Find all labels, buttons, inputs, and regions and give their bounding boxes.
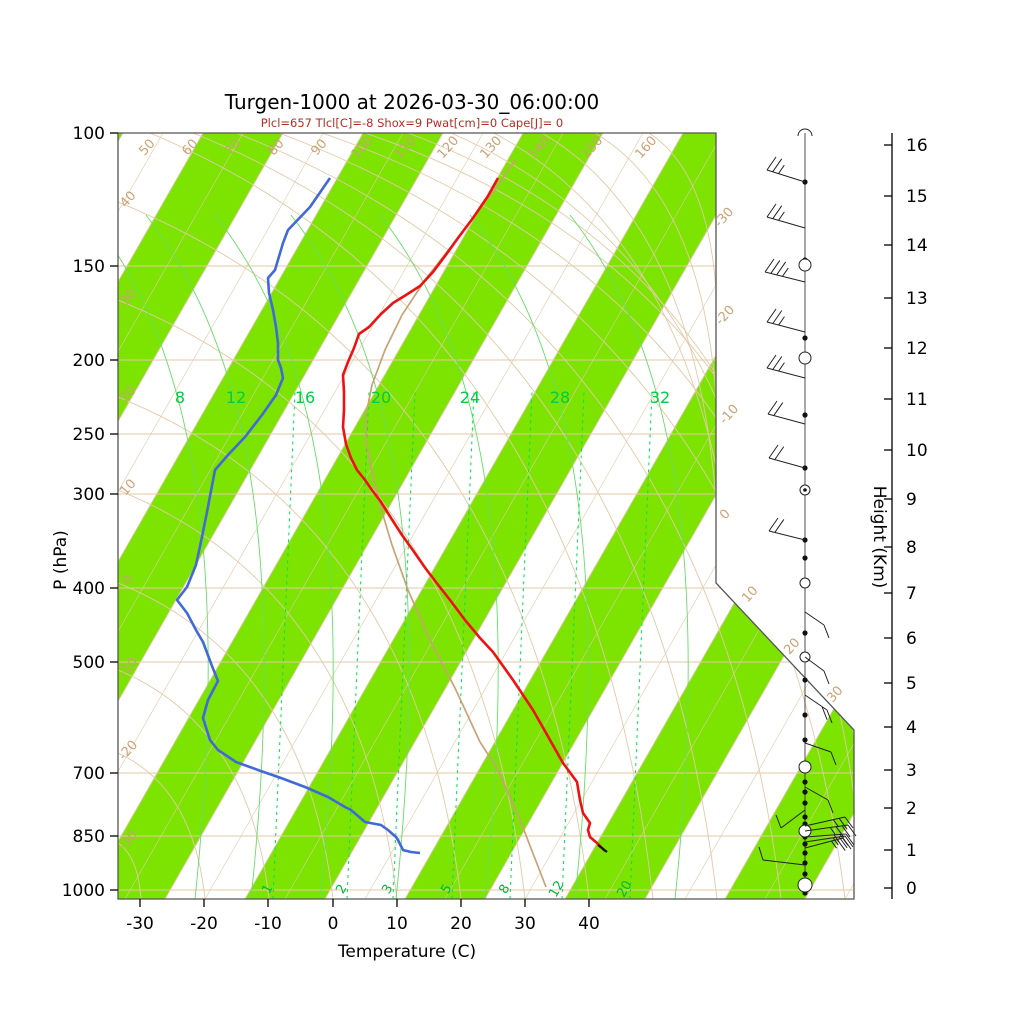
svg-text:13: 13 [906,289,928,309]
svg-text:400: 400 [73,579,105,599]
svg-text:15: 15 [906,187,928,207]
temperature-curve [341,177,606,852]
line-label: 10 [117,476,139,498]
svg-text:300: 300 [73,485,105,505]
svg-text:6: 6 [906,629,917,649]
svg-text:-20: -20 [190,914,218,934]
svg-text:150: 150 [73,257,105,277]
svg-text:0: 0 [328,914,339,934]
svg-text:200: 200 [73,351,105,371]
line-label: 0 [717,507,734,523]
line-label: 32 [650,388,670,407]
mixing-ratio-lines [272,391,653,899]
svg-text:7: 7 [906,584,917,604]
svg-text:P (hPa): P (hPa) [51,530,71,590]
svg-text:11: 11 [906,390,928,410]
line-label: 20 [371,388,391,407]
svg-text:9: 9 [906,490,917,510]
line-label: 8 [175,388,185,407]
svg-text:5: 5 [906,674,917,694]
svg-text:1: 1 [906,841,917,861]
line-label: -10 [717,402,742,428]
svg-text:250: 250 [73,425,105,445]
sounding-indices-subtitle: Plcl=657 Tlcl[C]=-8 Shox=9 Pwat[cm]=0 Ca… [260,116,564,130]
line-label: 90 [308,136,330,158]
plot-frame [117,132,855,900]
svg-text:10: 10 [906,441,928,461]
svg-text:40: 40 [578,914,600,934]
line-label: 12 [546,878,567,900]
svg-text:Temperature (C): Temperature (C) [337,942,476,962]
svg-text:850: 850 [73,827,105,847]
staff-top-marker [797,128,813,137]
line-label: 24 [460,388,480,407]
svg-text:700: 700 [73,764,105,784]
svg-text:100: 100 [73,124,105,144]
svg-text:12: 12 [906,339,928,359]
svg-text:Height (Km): Height (Km) [869,486,889,589]
svg-text:10: 10 [386,914,408,934]
svg-text:1000: 1000 [62,881,105,901]
svg-text:2: 2 [906,799,917,819]
line-label: 12 [226,388,246,407]
svg-text:500: 500 [73,653,105,673]
svg-text:20: 20 [450,914,472,934]
line-label: 50 [136,136,158,158]
svg-text:4: 4 [906,718,917,738]
svg-text:3: 3 [906,761,917,781]
svg-text:30: 30 [514,914,536,934]
svg-text:8: 8 [906,538,917,558]
svg-text:0: 0 [906,879,917,899]
line-label: 20 [614,878,635,900]
svg-text:-10: -10 [254,914,282,934]
moist-adiabats [118,214,689,899]
page-title: Turgen-1000 at 2026-03-30_06:00:00 [224,90,600,114]
svg-text:14: 14 [906,236,928,256]
line-label: 10 [739,583,761,605]
svg-text:-30: -30 [126,914,154,934]
wind-barb-staff [758,128,857,896]
svg-text:16: 16 [906,136,928,156]
line-label: 16 [295,388,315,407]
dewpoint-curve [175,177,421,855]
line-label: 28 [550,388,570,407]
line-label: -20 [116,738,141,764]
